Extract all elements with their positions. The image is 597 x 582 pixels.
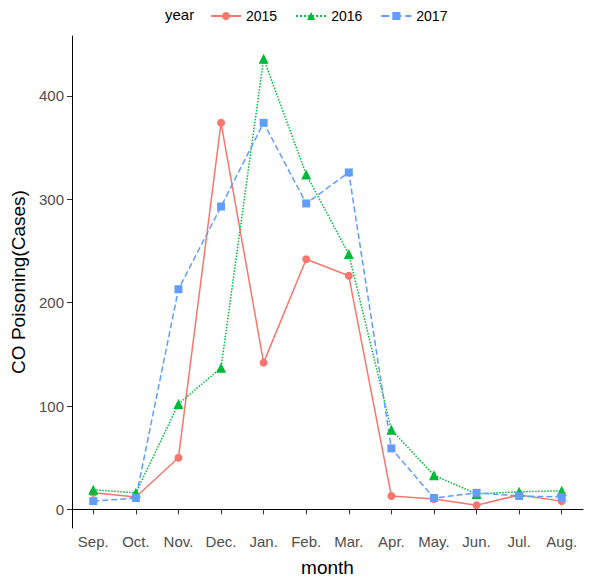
svg-text:year: year [165, 6, 194, 23]
svg-text:0: 0 [56, 501, 64, 518]
svg-text:Oct.: Oct. [122, 533, 150, 550]
svg-text:month: month [301, 557, 354, 578]
svg-text:Jul.: Jul. [507, 533, 530, 550]
svg-text:Feb.: Feb. [291, 533, 321, 550]
svg-text:300: 300 [39, 191, 64, 208]
svg-text:Aug.: Aug. [546, 533, 577, 550]
svg-text:100: 100 [39, 398, 64, 415]
svg-text:400: 400 [39, 87, 64, 104]
svg-text:Jan.: Jan. [249, 533, 277, 550]
svg-text:2015: 2015 [246, 8, 277, 24]
svg-text:Mar.: Mar. [334, 533, 363, 550]
svg-text:Nov.: Nov. [164, 533, 194, 550]
svg-text:Dec.: Dec. [206, 533, 237, 550]
svg-text:CO Poisoning(Cases): CO Poisoning(Cases) [8, 190, 29, 374]
svg-text:Sep.: Sep. [78, 533, 109, 550]
svg-text:Jun.: Jun. [462, 533, 490, 550]
svg-text:200: 200 [39, 294, 64, 311]
svg-text:May.: May. [418, 533, 449, 550]
svg-text:2017: 2017 [416, 8, 447, 24]
svg-text:2016: 2016 [331, 8, 362, 24]
svg-text:Apr.: Apr. [378, 533, 405, 550]
